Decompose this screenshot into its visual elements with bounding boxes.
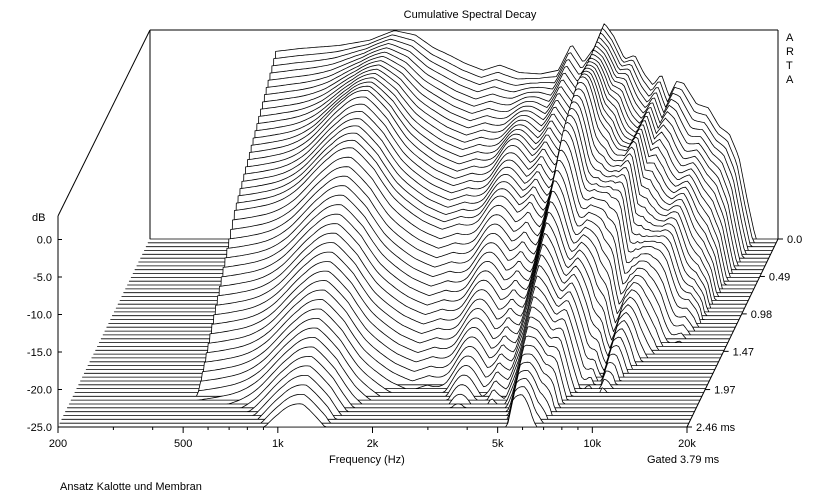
chart-title: Cumulative Spectral Decay bbox=[403, 9, 537, 21]
y-tick-label-0: 0.0 bbox=[37, 235, 52, 247]
y-tick-label-4: -20.0 bbox=[27, 385, 52, 397]
x-tick-label-3: 2k bbox=[367, 438, 379, 450]
footnote: Ansatz Kalotte und Membran bbox=[60, 481, 202, 493]
watermark-letter-a: A bbox=[786, 32, 794, 44]
x-tick-label-4: 5k bbox=[492, 438, 504, 450]
z-tick-label-0: 0.0 bbox=[787, 234, 802, 246]
z-tick-label-2: 0.98 bbox=[751, 309, 772, 321]
x-axis-label: Frequency (Hz) bbox=[329, 454, 405, 466]
z-axis-line bbox=[686, 238, 779, 428]
y-tick-label-1: -5.0 bbox=[33, 272, 52, 284]
z-tick-label-4: 1.97 bbox=[714, 385, 735, 397]
x-tick-label-2: 1k bbox=[272, 438, 284, 450]
watermark-letter-t: T bbox=[786, 60, 793, 72]
side-wall-top-edge bbox=[57, 29, 151, 217]
axis-ticks: 0.0 -5.0 -10.0 -15.0 -20.0 -25.0 200 500 1k 2k 5k 1… bbox=[27, 234, 802, 450]
x-tick-label-5: 10k bbox=[583, 438, 601, 450]
decay-slice-49 bbox=[57, 394, 688, 428]
z-tick-label-5: 2.46 ms bbox=[696, 422, 736, 434]
x-tick-label-0: 200 bbox=[49, 438, 67, 450]
x-tick-label-1: 500 bbox=[174, 438, 192, 450]
z-tick-label-1: 0.49 bbox=[769, 271, 790, 283]
decay-slices bbox=[57, 23, 779, 428]
y-tick-label-2: -10.0 bbox=[27, 310, 52, 322]
y-axis-label: dB bbox=[32, 212, 46, 224]
x-tick-label-6: 20k bbox=[678, 438, 696, 450]
y-tick-label-5: -25.0 bbox=[27, 422, 52, 434]
y-tick-label-3: -15.0 bbox=[27, 347, 52, 359]
watermark-letter-r: R bbox=[786, 46, 794, 58]
gated-note: Gated 3.79 ms bbox=[647, 454, 720, 466]
watermark-letter-a2: A bbox=[786, 74, 794, 86]
z-tick-label-3: 1.47 bbox=[733, 346, 754, 358]
